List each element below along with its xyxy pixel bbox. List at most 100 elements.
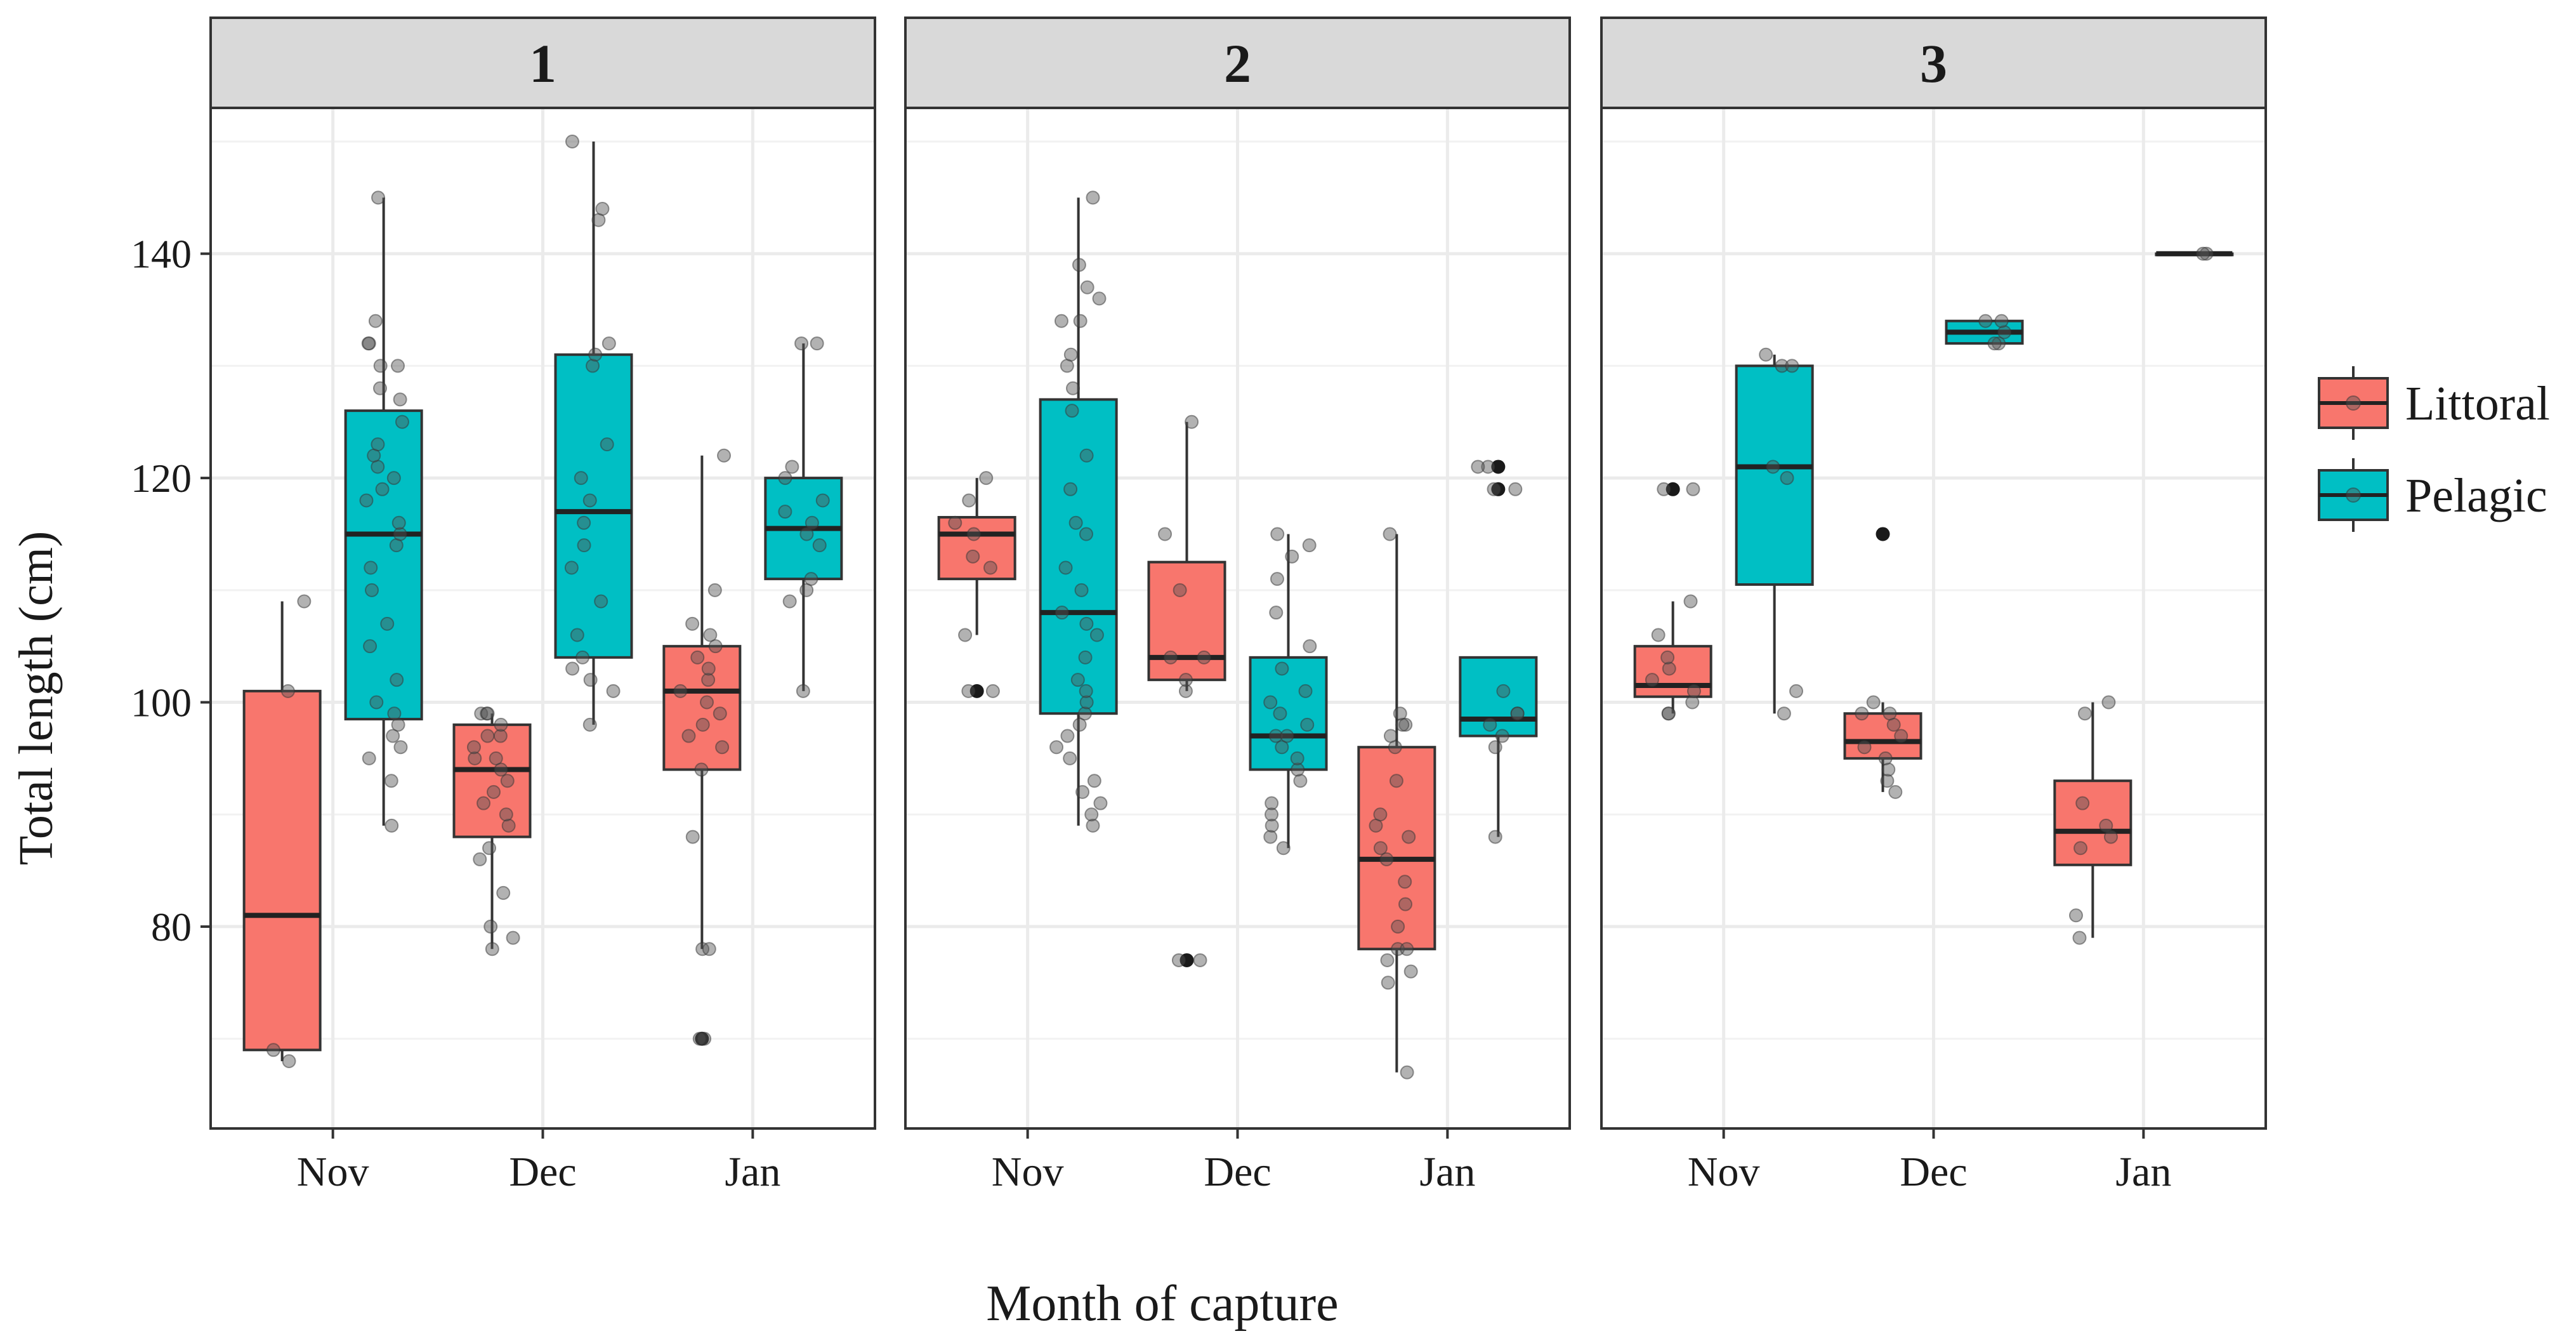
data-point	[297, 594, 312, 609]
data-point	[1072, 717, 1087, 732]
data-point	[1878, 751, 1893, 765]
data-point	[1302, 538, 1317, 553]
data-point	[1857, 740, 1872, 755]
data-point	[2068, 908, 2083, 923]
data-point	[694, 762, 709, 777]
data-point	[1766, 460, 1780, 474]
y-tick-label: 100	[131, 680, 192, 725]
data-point	[1660, 650, 1675, 665]
iqr-box	[344, 409, 423, 721]
panel-3: 3 Nov Dec Jan	[1600, 17, 2267, 1195]
data-point	[782, 594, 797, 609]
data-point	[1661, 706, 1676, 721]
iqr-box	[1843, 712, 1922, 760]
data-point	[1171, 953, 1186, 967]
data-point	[799, 527, 814, 541]
data-point	[1291, 762, 1305, 777]
data-point	[600, 437, 614, 452]
data-point	[386, 471, 401, 486]
data-point	[717, 448, 732, 463]
data-point	[565, 661, 580, 676]
data-point	[1759, 347, 1773, 362]
x-tick-label: Dec	[1204, 1149, 1271, 1195]
x-tick-label: Dec	[509, 1149, 576, 1195]
data-point	[1265, 796, 1279, 810]
data-point	[702, 942, 716, 956]
data-point	[1079, 448, 1094, 463]
data-point	[707, 583, 722, 597]
data-point	[1270, 527, 1285, 541]
data-point	[1197, 650, 1211, 665]
x-tick-label: Jan	[725, 1149, 780, 1195]
data-point	[1383, 729, 1398, 743]
x-tick-label: Dec	[1900, 1149, 1967, 1195]
panel-2: 2 Nov Dec Jan	[904, 17, 1571, 1195]
box-pelagic-dec	[1945, 314, 2024, 351]
facet-strip-label: 3	[1920, 33, 1947, 94]
data-point	[1290, 751, 1304, 765]
data-point	[1275, 661, 1289, 676]
x-axis-title: Month of capture	[986, 1276, 1338, 1332]
data-point	[1084, 807, 1099, 822]
data-point	[1789, 684, 1804, 698]
data-point	[2196, 246, 2211, 261]
iqr-box	[1039, 398, 1118, 715]
data-point	[1775, 359, 1789, 373]
data-point	[368, 314, 383, 328]
facet-strip	[904, 17, 1571, 109]
data-point	[796, 684, 810, 698]
data-point	[701, 661, 716, 676]
data-point	[393, 527, 407, 541]
data-point	[1894, 729, 1909, 743]
legend-key-point	[2346, 395, 2361, 411]
data-point	[1058, 560, 1073, 575]
data-point	[380, 616, 395, 631]
data-point	[1072, 258, 1086, 272]
data-point	[1488, 830, 1502, 844]
data-point	[1471, 460, 1485, 474]
data-point	[1298, 684, 1313, 698]
data-point	[390, 673, 404, 687]
data-point	[1785, 359, 1799, 373]
data-point	[804, 572, 818, 586]
data-point	[685, 830, 700, 844]
data-point	[266, 1043, 280, 1057]
outlier-point	[1491, 482, 1506, 496]
data-point	[1093, 796, 1108, 810]
data-point	[1402, 830, 1416, 844]
iqr-box	[662, 645, 742, 771]
y-axis-title: Total length (cm)	[10, 531, 63, 866]
facet-strip-label: 2	[1224, 33, 1251, 94]
data-point	[1073, 314, 1088, 328]
data-point	[393, 740, 408, 755]
data-point	[1994, 314, 2009, 328]
data-point	[701, 673, 716, 687]
data-point	[1987, 336, 2002, 351]
y-tick-label: 140	[131, 232, 192, 277]
data-point	[1185, 414, 1199, 429]
data-point	[1079, 616, 1094, 631]
data-point	[1645, 673, 1659, 687]
data-point	[362, 751, 376, 765]
data-point	[588, 347, 603, 362]
data-point	[1086, 818, 1100, 833]
data-point	[715, 740, 730, 755]
data-point	[961, 684, 976, 698]
data-point	[1992, 336, 2006, 351]
legend-item-pelagic: Pelagic	[2318, 458, 2547, 532]
data-point	[384, 774, 398, 788]
data-point	[496, 885, 511, 900]
data-point	[1270, 572, 1284, 586]
data-point	[697, 1031, 712, 1046]
box-pelagic-jan	[2155, 246, 2234, 261]
data-point	[1280, 729, 1294, 743]
data-point	[369, 695, 384, 710]
data-point	[1398, 875, 1412, 889]
data-point	[393, 392, 407, 407]
data-point	[384, 818, 399, 833]
data-point	[1077, 706, 1092, 721]
data-point	[494, 717, 508, 732]
data-point	[1158, 527, 1173, 541]
data-point	[501, 818, 516, 833]
